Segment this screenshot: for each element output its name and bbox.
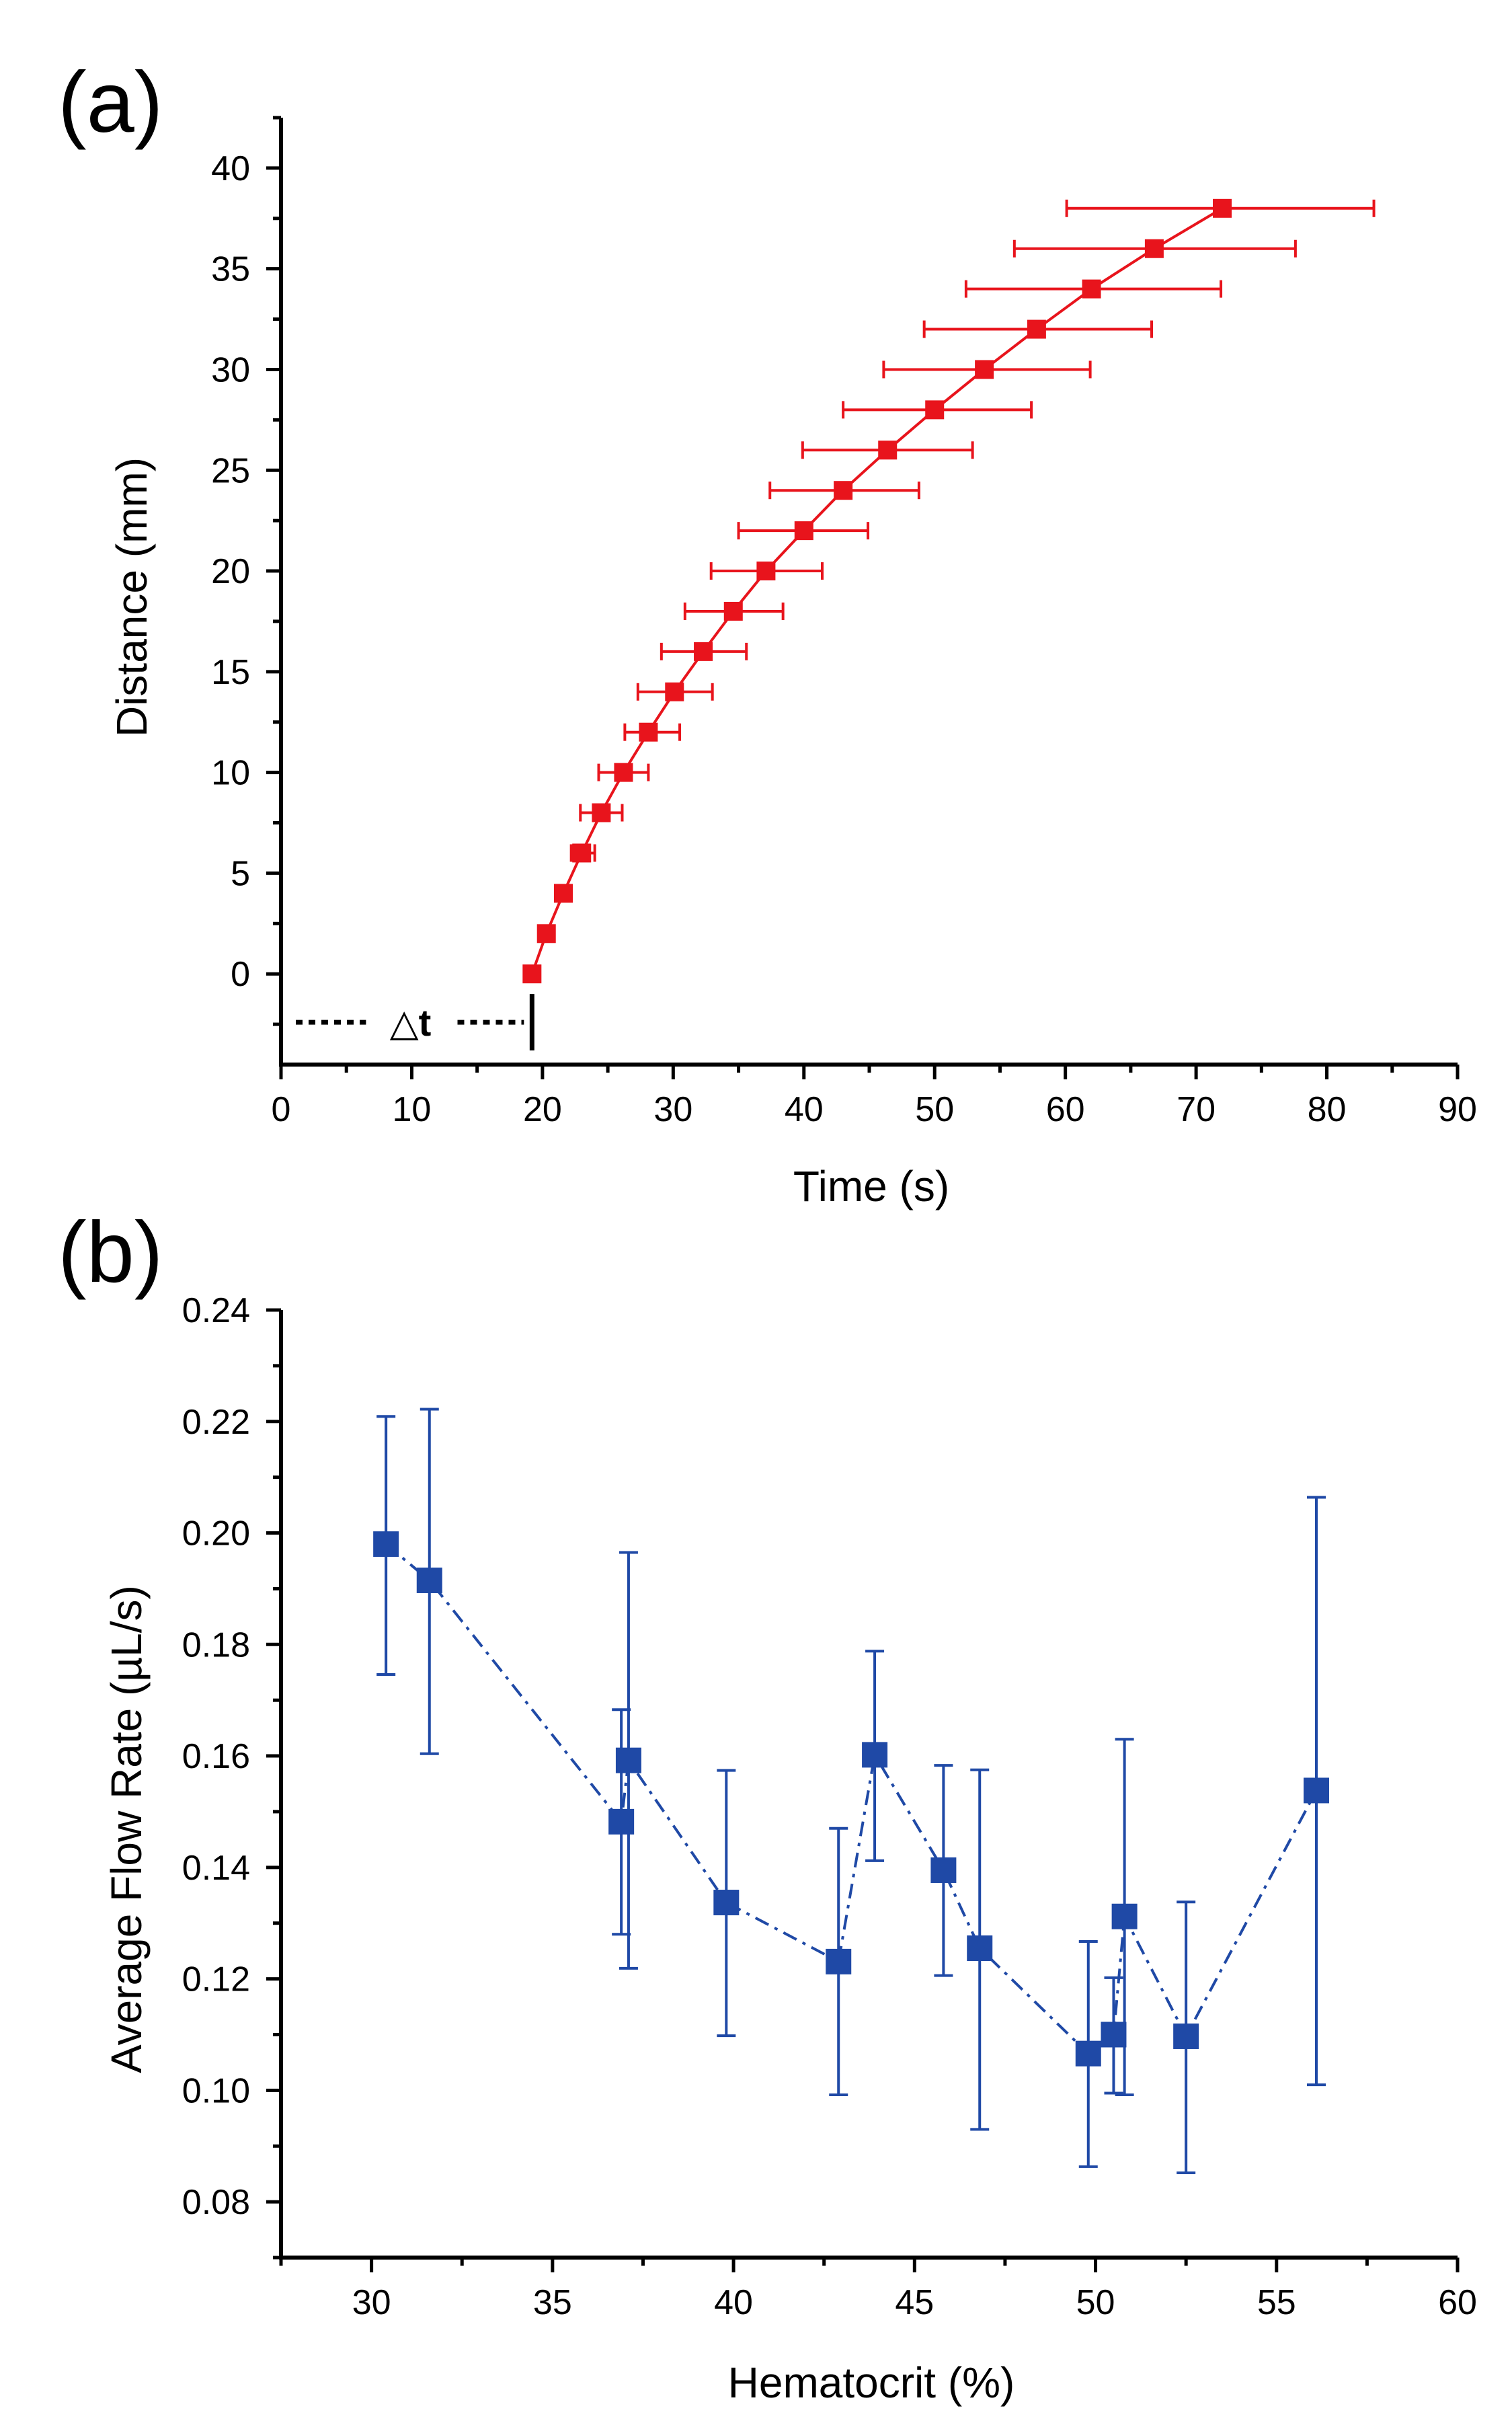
data-point (1173, 2023, 1199, 2049)
panel-b-label: (b) (58, 1204, 163, 1301)
x-tick-label: 40 (714, 2283, 753, 2322)
data-point (522, 964, 542, 984)
data-point (967, 1935, 993, 1962)
x-tick-label: 20 (523, 1090, 562, 1129)
data-point (373, 1531, 399, 1557)
x-tick-label: 30 (653, 1090, 692, 1129)
x-tick-label: 30 (352, 2283, 391, 2322)
y-tick-label: 0.24 (182, 1291, 250, 1330)
y-tick-label: 0.08 (182, 2183, 250, 2222)
y-tick-label: 5 (231, 854, 250, 893)
data-point (1101, 2022, 1127, 2048)
data-point (572, 843, 592, 863)
y-tick-label: 0.22 (182, 1403, 250, 1442)
y-tick-label: 40 (211, 149, 250, 188)
data-point (975, 360, 994, 379)
y-tick-label: 20 (211, 552, 250, 591)
panel-a-label: (a) (58, 54, 163, 151)
data-point (694, 642, 713, 661)
panel-b-data-points (373, 1531, 1329, 2067)
data-point (826, 1948, 852, 1974)
y-tick-label: 15 (211, 653, 250, 692)
x-tick-label: 45 (895, 2283, 934, 2322)
panel-a: (a) 0 10 20 30 40 50 60 70 80 900510152025303540 … (58, 54, 1477, 1210)
x-tick-label: 60 (1438, 2283, 1477, 2322)
panel-a-tick-labels: 0 10 20 30 40 50 60 70 80 90 0 5 10 15 20 25 30 35 40 (211, 149, 1477, 1129)
y-tick-label: 0.10 (182, 2071, 250, 2110)
panel-b-series-line (385, 1543, 1318, 2056)
data-point (756, 562, 776, 581)
data-point (416, 1567, 442, 1593)
x-tick-label: 35 (533, 2283, 572, 2322)
panel-b: (b) 30 35 40 45 50 55 60 0.08 0.10 0.12 0.14 0.16 0.… (58, 1204, 1477, 2407)
data-point (615, 1747, 641, 1773)
data-point (554, 884, 573, 903)
x-tick-label: 70 (1177, 1090, 1216, 1129)
x-tick-label: 0 (272, 1090, 291, 1129)
y-tick-label: 10 (211, 754, 250, 793)
x-tick-label: 40 (785, 1090, 824, 1129)
y-tick-label: 0.20 (182, 1514, 250, 1553)
x-tick-label: 60 (1046, 1090, 1085, 1129)
x-tick-label: 50 (915, 1090, 954, 1129)
data-point (1304, 1777, 1329, 1804)
x-tick-label: 50 (1076, 2283, 1115, 2322)
data-point (592, 803, 611, 822)
data-point (1027, 319, 1046, 339)
x-tick-label: 55 (1257, 2283, 1296, 2322)
x-tick-label: 80 (1308, 1090, 1347, 1129)
delta-t-annotation: △t (296, 994, 534, 1051)
y-tick-label: 0.16 (182, 1737, 250, 1776)
panel-a-data-points (522, 198, 1232, 984)
data-point (1144, 239, 1164, 258)
x-tick-label: 90 (1438, 1090, 1477, 1129)
data-point (713, 1890, 740, 1916)
data-point (1075, 2040, 1101, 2067)
data-point (794, 521, 813, 541)
y-tick-label: 35 (211, 250, 250, 289)
y-tick-label: 0.18 (182, 1625, 250, 1664)
delta-t-label: △t (390, 1001, 432, 1044)
y-tick-label: 30 (211, 350, 250, 389)
y-tick-label: 0.14 (182, 1849, 250, 1888)
data-point (834, 481, 853, 500)
data-point (1111, 1903, 1138, 1929)
data-point (608, 1808, 635, 1835)
data-point (536, 924, 556, 944)
panel-a-x-axis-label: Time (s) (793, 1162, 949, 1210)
data-point (1082, 279, 1101, 299)
y-tick-label: 25 (211, 451, 250, 490)
data-point (862, 1742, 888, 1768)
y-tick-label: 0.12 (182, 1960, 250, 1999)
panel-b-y-axis-label: Average Flow Rate (µL/s) (102, 1585, 151, 2073)
y-tick-label: 0 (231, 955, 250, 994)
panel-a-y-axis-label: Distance (mm) (108, 457, 156, 737)
flow-rate-line (385, 1543, 1318, 2056)
data-point (614, 763, 633, 782)
panel-b-x-axis-label: Hematocrit (%) (728, 2358, 1015, 2407)
data-point (878, 440, 898, 460)
x-tick-label: 10 (393, 1090, 432, 1129)
data-point (665, 682, 684, 701)
data-point (930, 1857, 957, 1883)
data-point (639, 722, 658, 742)
panel-b-tick-labels: 30 35 40 45 50 55 60 0.08 0.10 0.12 0.14 0.16 0.18 0.… (182, 1291, 1477, 2322)
data-point (925, 400, 945, 420)
data-point (1213, 198, 1232, 218)
data-point (723, 601, 743, 621)
